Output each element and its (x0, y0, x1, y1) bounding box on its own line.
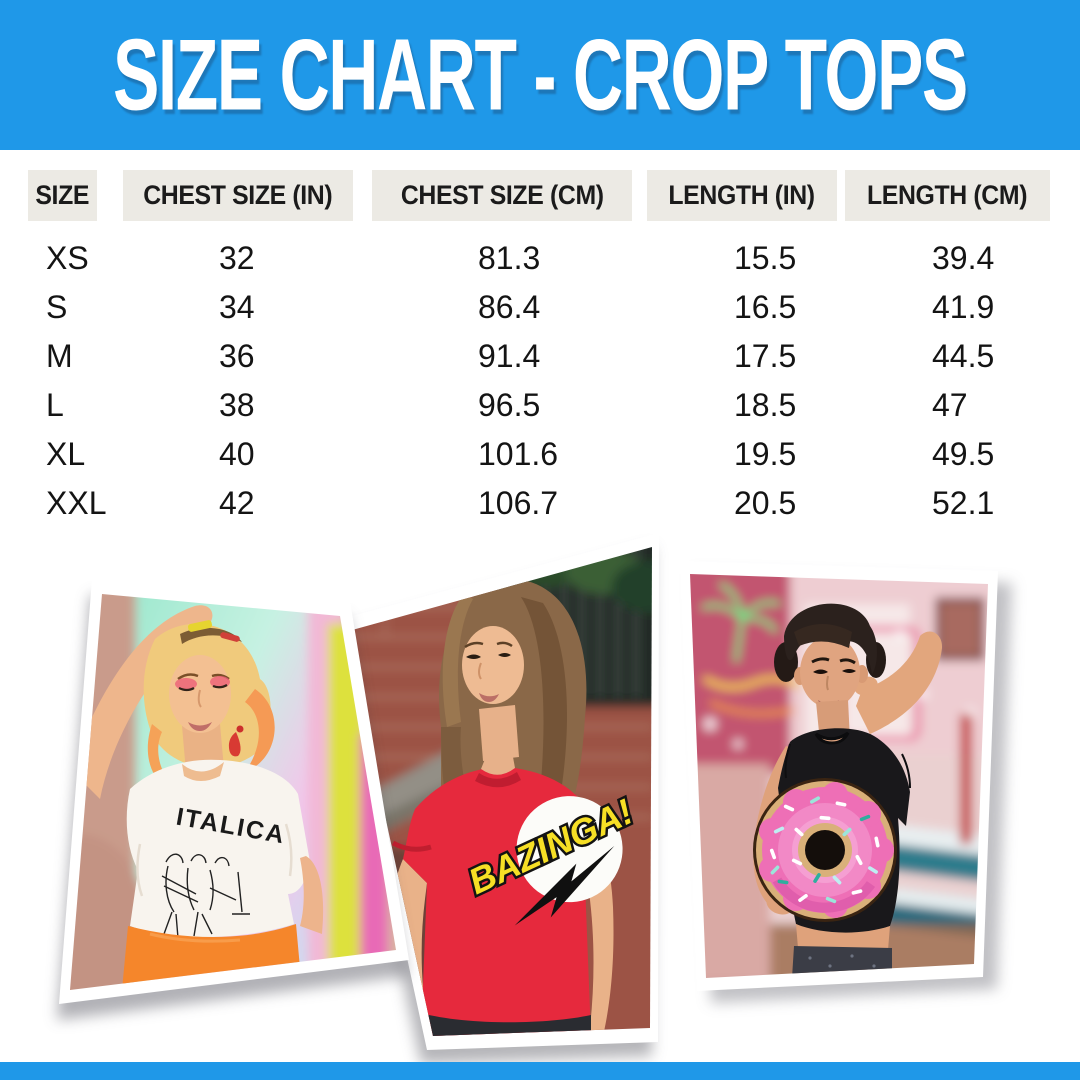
size-value: 15.5 (734, 240, 797, 276)
lightning-bolt (514, 845, 615, 926)
size-value: 49.5 (932, 436, 995, 472)
size-label: XS (46, 240, 89, 276)
model-figure (753, 603, 943, 978)
size-value: 34 (219, 289, 255, 325)
white-tee (126, 759, 310, 938)
column-header-label: SIZE (35, 180, 90, 210)
earring (236, 725, 244, 733)
model-figure: ITALICA (70, 605, 324, 990)
size-value: 20.5 (734, 485, 797, 521)
size-value: 81.3 (478, 240, 541, 276)
size-value: 16.5 (734, 289, 797, 325)
size-value: 18.5 (734, 387, 797, 423)
photo-content: ITALICA (70, 594, 396, 990)
photo-content (690, 574, 988, 978)
size-value: 106.7 (478, 485, 559, 521)
size-value: 42 (219, 485, 255, 521)
photo-3-illustration (690, 574, 988, 978)
size-value: 47 (932, 387, 968, 423)
size-value: 41.9 (932, 289, 995, 325)
size-table: SIZE CHEST SIZE (IN) CHEST SIZE (CM) LENGTH… (0, 150, 1080, 530)
photo-1-illustration: ITALICA (70, 594, 396, 990)
footer-bar (0, 1062, 1080, 1080)
size-value: 32 (219, 240, 255, 276)
hair-clip (187, 620, 213, 632)
band-line-art (161, 853, 250, 939)
size-table-body: XS 32 81.3 15.5 39.4 S 34 86.4 16.5 41.9 M 36 91.4 17… (28, 234, 1050, 528)
size-label: XXL (46, 485, 107, 521)
column-header: CHEST SIZE (IN) (123, 170, 372, 221)
palm-neon-sign (701, 582, 781, 663)
pixie-hair (784, 603, 877, 674)
column-header-label: LENGTH (CM) (867, 180, 1028, 210)
photo-white-crop-top: ITALICA (0, 530, 1080, 1080)
page-title: SIZE CHART - CROP TOPS (113, 17, 968, 132)
face (462, 626, 524, 704)
column-header: LENGTH (CM) (845, 170, 1050, 221)
size-value: 91.4 (478, 338, 541, 374)
face (800, 636, 860, 708)
size-table-header: SIZE CHEST SIZE (IN) CHEST SIZE (CM) LENGTH… (28, 170, 1050, 221)
column-header-label: CHEST SIZE (CM) (400, 180, 604, 210)
size-value: 86.4 (478, 289, 541, 325)
column-header-label: CHEST SIZE (IN) (143, 180, 333, 210)
raised-arm (856, 631, 943, 734)
column-header: SIZE (28, 170, 123, 221)
size-value: 19.5 (734, 436, 797, 472)
size-label: XL (46, 436, 86, 472)
size-value: 39.4 (932, 240, 995, 276)
size-value: 44.5 (932, 338, 995, 374)
raised-arm (70, 605, 213, 799)
size-value: 38 (219, 387, 255, 423)
wall-picture (935, 597, 985, 661)
size-value: 101.6 (478, 436, 559, 472)
photo-red-crop-top: BAZINGA! (0, 530, 1080, 1080)
size-value: 17.5 (734, 338, 797, 374)
size-label: L (46, 387, 64, 423)
photo-black-crop-top (0, 530, 1080, 1080)
photo-collage: ITALICA (0, 530, 1080, 1080)
size-value: 52.1 (932, 485, 995, 521)
size-label: M (46, 338, 73, 374)
sprinkles (769, 796, 880, 904)
donut-hole (805, 830, 845, 870)
column-header-label: LENGTH (IN) (668, 180, 816, 210)
donut-graphic (753, 778, 897, 922)
column-header: CHEST SIZE (CM) (372, 170, 647, 221)
size-value: 96.5 (478, 387, 541, 423)
column-header: LENGTH (IN) (647, 170, 845, 221)
size-value: 40 (219, 436, 255, 472)
size-value: 36 (219, 338, 255, 374)
size-label: S (46, 289, 68, 325)
diner-booths (875, 823, 988, 939)
bangs (794, 624, 852, 648)
banner: SIZE CHART - CROP TOPS (0, 0, 1080, 150)
